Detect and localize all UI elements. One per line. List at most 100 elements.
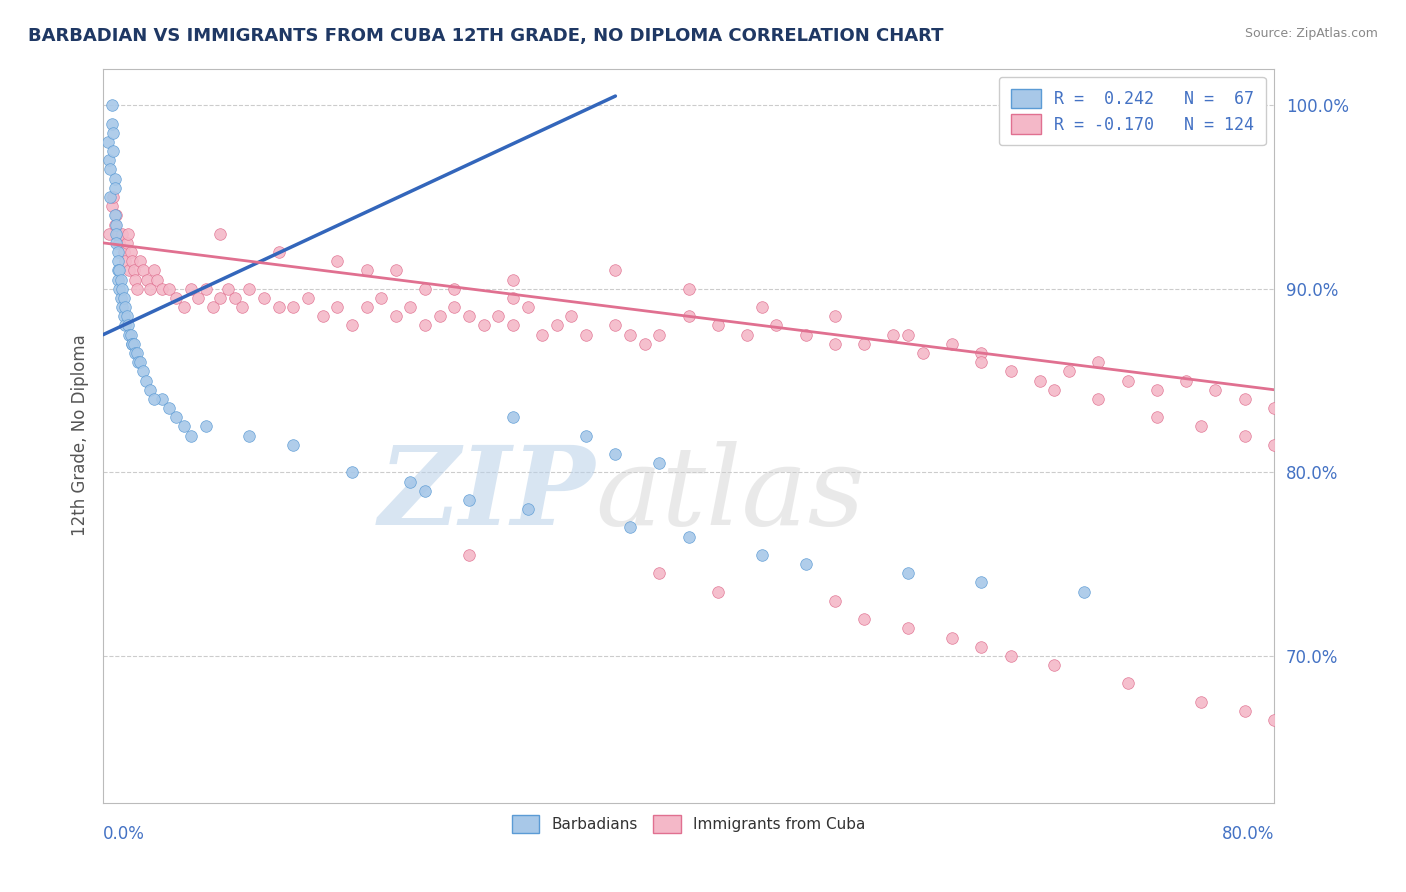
Point [128,355,150,369]
Point [201,300,224,314]
Point [1043,658,1066,673]
Y-axis label: 12th Grade, No Diploma: 12th Grade, No Diploma [72,334,89,536]
Point [356,263,378,277]
Point [139,383,162,397]
Point [648,566,671,581]
Point [1233,392,1256,406]
Point [194,282,217,296]
Legend: Barbadians, Immigrants from Cuba: Barbadians, Immigrants from Cuba [506,809,872,839]
Point [575,428,598,442]
Point [605,263,627,277]
Point [413,483,436,498]
Point [1189,695,1212,709]
Point [1000,648,1022,663]
Point [794,557,817,571]
Point [970,640,993,654]
Point [619,520,641,534]
Point [648,456,671,470]
Point [124,346,146,360]
Point [1263,713,1285,727]
Point [853,612,876,626]
Point [98,153,121,168]
Point [157,401,180,415]
Point [897,621,920,635]
Point [340,318,363,333]
Point [105,208,128,222]
Point [131,263,153,277]
Text: atlas: atlas [595,441,865,548]
Point [413,282,436,296]
Point [118,327,141,342]
Point [326,300,349,314]
Point [108,282,131,296]
Point [1043,383,1066,397]
Point [125,346,148,360]
Point [122,336,145,351]
Point [1000,364,1022,378]
Text: ZIP: ZIP [378,441,595,548]
Point [429,310,451,324]
Point [443,282,465,296]
Point [546,318,568,333]
Point [180,428,202,442]
Point [385,263,408,277]
Point [619,327,641,342]
Point [98,227,121,241]
Point [1073,584,1095,599]
Point [399,475,422,489]
Point [970,355,993,369]
Point [267,245,290,260]
Point [157,282,180,296]
Point [1204,383,1226,397]
Point [707,584,730,599]
Point [103,144,125,158]
Point [165,410,187,425]
Point [117,227,139,241]
Point [1233,428,1256,442]
Point [605,318,627,333]
Point [135,374,157,388]
Point [1175,374,1198,388]
Point [111,300,134,314]
Point [131,364,153,378]
Point [1087,355,1109,369]
Point [399,300,422,314]
Point [340,466,363,480]
Point [173,300,195,314]
Point [101,199,124,213]
Point [1029,374,1052,388]
Point [104,208,127,222]
Point [897,327,920,342]
Point [751,300,773,314]
Point [187,291,209,305]
Point [103,190,125,204]
Point [678,282,700,296]
Point [575,327,598,342]
Point [120,327,142,342]
Point [267,300,290,314]
Point [104,218,127,232]
Point [110,272,132,286]
Point [238,282,260,296]
Point [853,336,876,351]
Point [1146,410,1168,425]
Point [443,300,465,314]
Point [124,272,146,286]
Point [458,310,481,324]
Point [516,300,538,314]
Point [911,346,934,360]
Point [1263,401,1285,415]
Point [165,291,187,305]
Point [107,272,129,286]
Point [648,327,671,342]
Text: Source: ZipAtlas.com: Source: ZipAtlas.com [1244,27,1378,40]
Point [502,272,524,286]
Point [413,318,436,333]
Point [751,548,773,562]
Point [385,310,408,324]
Point [824,310,846,324]
Point [472,318,495,333]
Point [105,218,128,232]
Point [150,392,173,406]
Point [502,318,524,333]
